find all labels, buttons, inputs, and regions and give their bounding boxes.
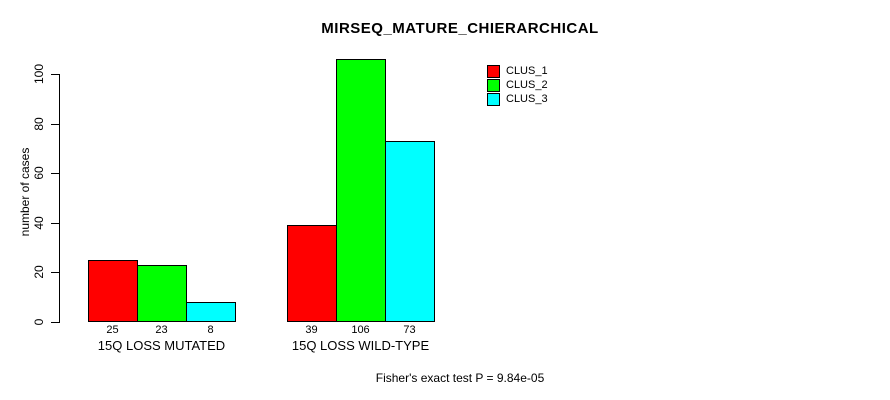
legend-item: CLUS_1 <box>487 64 548 78</box>
bar <box>287 225 337 322</box>
legend-swatch <box>487 64 500 78</box>
legend-item: CLUS_2 <box>487 78 548 92</box>
y-tick-label: 80 <box>32 117 46 131</box>
bar <box>137 265 187 322</box>
bar <box>186 302 236 322</box>
bar-value-label: 25 <box>106 324 119 336</box>
chart-title: MIRSEQ_MATURE_CHIERARCHICAL <box>321 20 599 37</box>
bar-value-label: 106 <box>351 324 370 336</box>
legend-swatch <box>487 92 500 106</box>
legend-label: CLUS_1 <box>506 65 548 77</box>
y-tick <box>51 272 59 273</box>
y-tick <box>51 223 59 224</box>
bar-value-label: 8 <box>207 324 214 336</box>
y-tick <box>51 173 59 174</box>
legend-item: CLUS_3 <box>487 92 548 106</box>
y-tick-label: 0 <box>32 318 46 326</box>
y-tick-label: 60 <box>32 166 46 180</box>
category-label: 15Q LOSS MUTATED <box>97 338 226 353</box>
bar <box>385 141 435 322</box>
bar <box>88 260 138 322</box>
category-label: 15Q LOSS WILD-TYPE <box>291 338 430 353</box>
stat-annotation: Fisher's exact test P = 9.84e-05 <box>375 371 545 385</box>
y-tick-label: 40 <box>32 216 46 230</box>
y-tick <box>51 124 59 125</box>
legend: CLUS_1 CLUS_2 CLUS_3 <box>487 64 548 106</box>
y-tick <box>51 74 59 75</box>
y-axis-line <box>59 74 60 323</box>
legend-swatch <box>487 78 500 92</box>
bar-value-label: 39 <box>305 324 318 336</box>
bar <box>336 59 386 322</box>
bar-value-label: 23 <box>155 324 168 336</box>
y-tick-label: 20 <box>32 265 46 279</box>
y-tick <box>51 322 59 323</box>
legend-label: CLUS_2 <box>506 79 548 91</box>
bar-value-label: 73 <box>403 324 416 336</box>
legend-label: CLUS_3 <box>506 93 548 105</box>
y-tick-label: 100 <box>32 63 46 85</box>
y-axis-label: number of cases <box>18 147 32 237</box>
